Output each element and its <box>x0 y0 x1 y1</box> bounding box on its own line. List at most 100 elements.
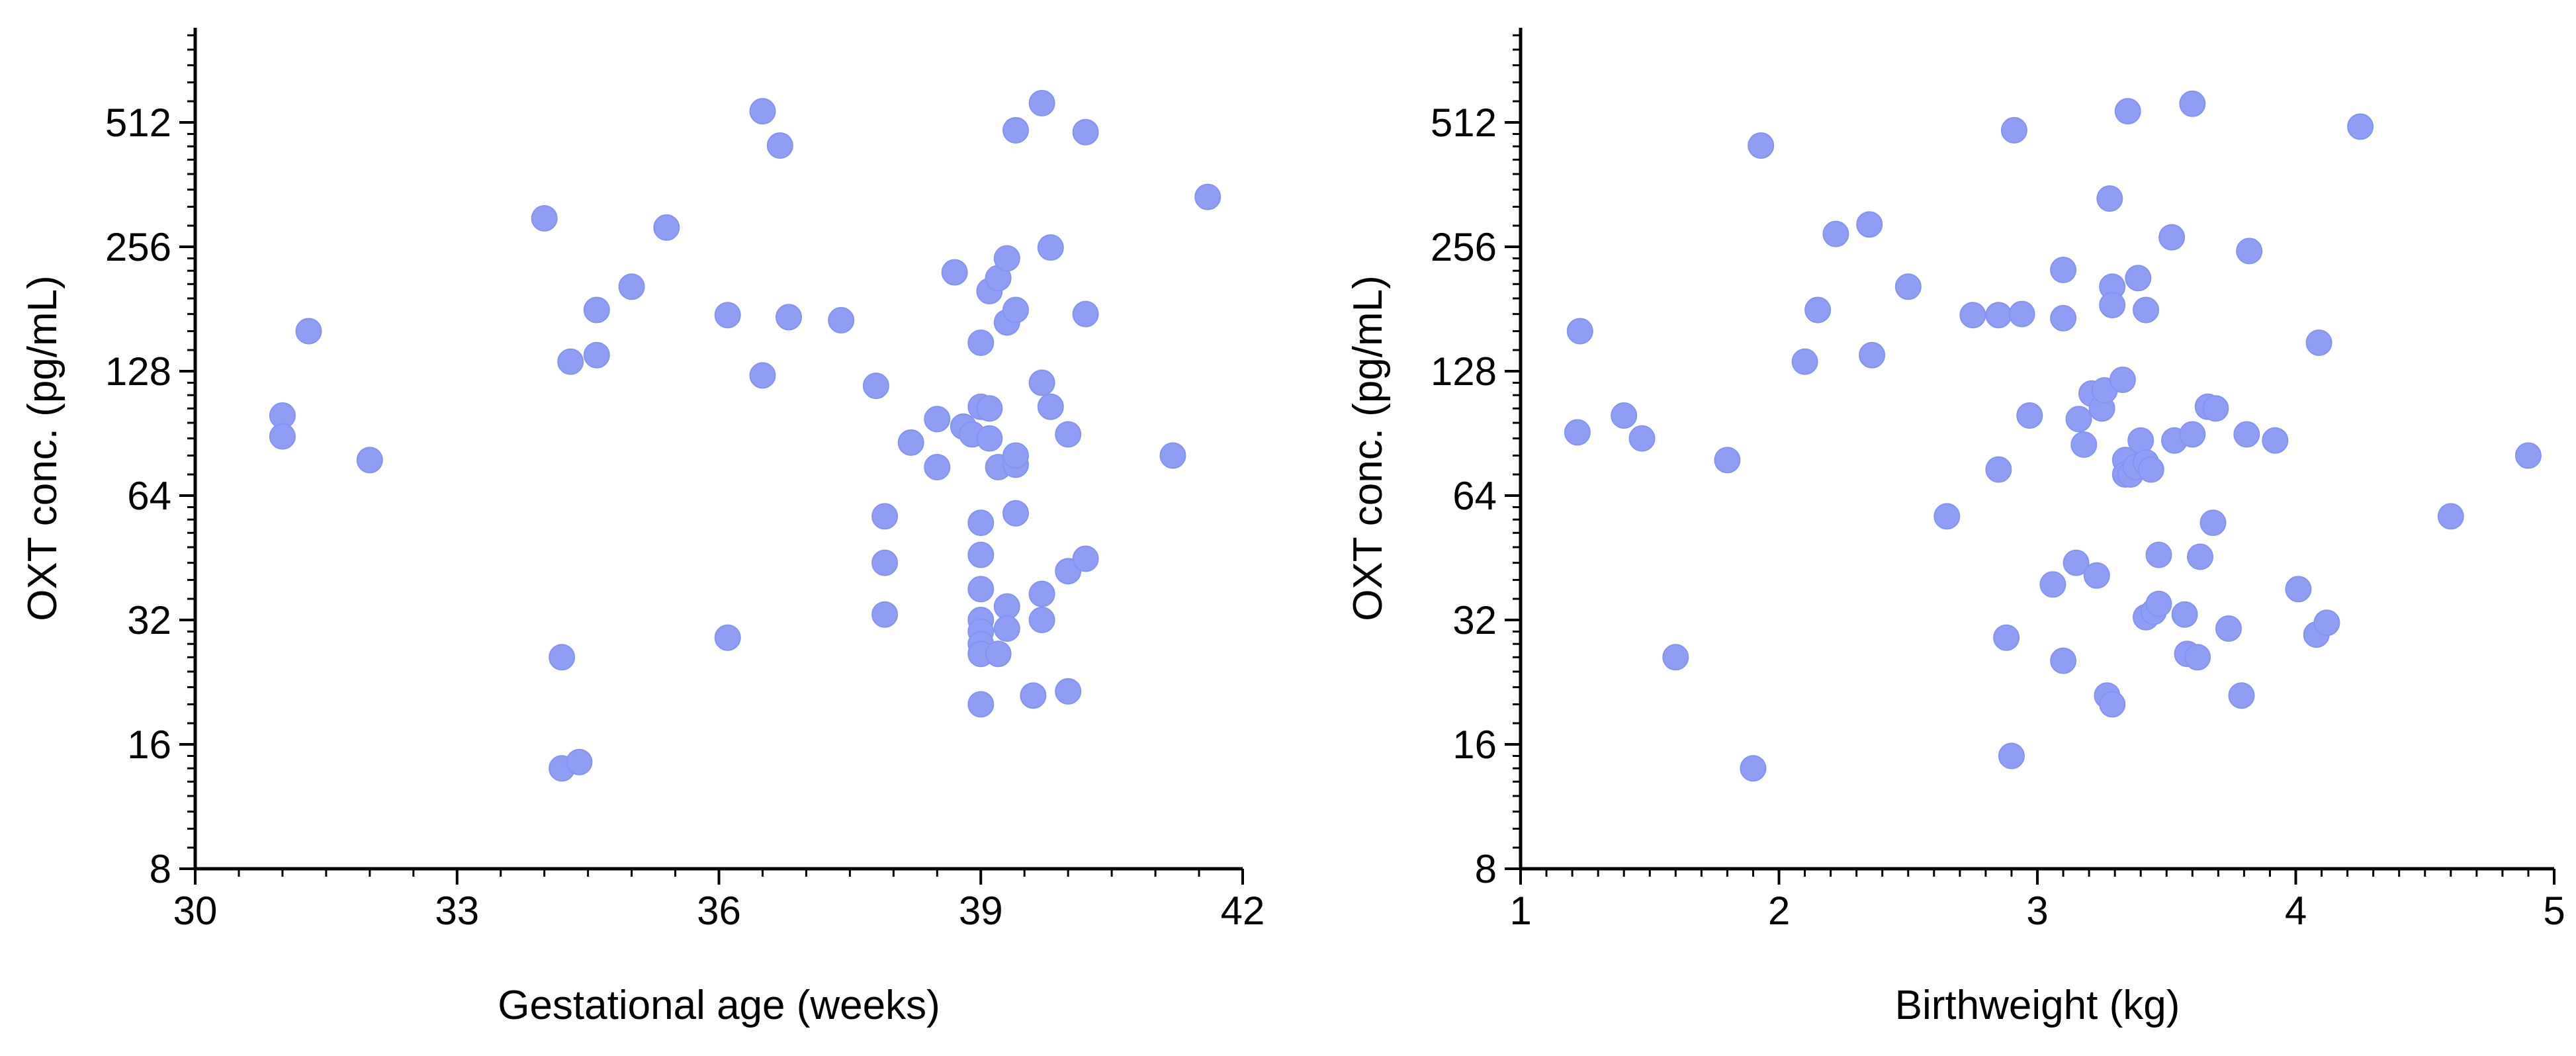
data-point <box>2199 509 2227 537</box>
data-point <box>2065 406 2092 433</box>
data-point <box>1985 302 2012 329</box>
x-tick-label: 4 <box>2285 889 2307 933</box>
data-point <box>1933 503 1961 530</box>
data-point <box>967 691 995 718</box>
data-point <box>897 429 924 456</box>
data-point <box>993 245 1020 272</box>
y-tick-label: 64 <box>127 474 171 518</box>
data-point <box>2137 456 2164 483</box>
y-tick-label: 128 <box>1431 349 1497 394</box>
data-point <box>2347 113 2374 140</box>
data-point <box>1856 211 1883 238</box>
y-tick-label: 8 <box>1475 847 1497 891</box>
data-point <box>2050 647 2077 674</box>
data-point <box>2127 427 2154 454</box>
data-point <box>1055 678 1082 705</box>
data-point <box>618 273 645 300</box>
x-tick-label: 2 <box>1768 889 1790 933</box>
x-tick-label: 3 <box>2026 889 2048 933</box>
data-point <box>1072 118 1099 146</box>
x-tick-label: 30 <box>173 889 218 933</box>
data-point <box>295 318 322 345</box>
data-point <box>941 259 968 286</box>
data-point <box>871 601 899 628</box>
data-point <box>1804 296 1832 324</box>
data-point <box>2109 367 2136 393</box>
data-point <box>2070 431 2098 458</box>
data-point <box>976 395 1003 422</box>
y-tick-label: 128 <box>105 349 171 394</box>
data-point <box>2437 503 2464 530</box>
data-point <box>2039 571 2066 598</box>
data-point <box>2171 601 2198 628</box>
data-point <box>1662 644 1689 671</box>
data-point <box>2179 90 2206 117</box>
data-point <box>871 503 899 530</box>
data-point <box>2184 644 2211 671</box>
data-point <box>1998 742 2025 770</box>
y-tick-label: 8 <box>150 847 171 891</box>
data-point <box>2187 543 2213 570</box>
data-point <box>1072 545 1099 572</box>
data-point <box>2050 257 2077 283</box>
data-point <box>2083 562 2110 589</box>
data-point <box>557 348 584 375</box>
panel-gestational-age: 8 16 32 64 128 256 512 30 33 36 39 42 Gestational ag… <box>20 28 1265 1028</box>
data-point <box>356 447 383 474</box>
data-point <box>2514 442 2542 469</box>
data-point <box>2313 609 2340 637</box>
data-point <box>967 509 995 537</box>
data-point <box>2016 402 2043 429</box>
data-point <box>1159 442 1186 469</box>
data-point <box>1791 348 1818 375</box>
data-point <box>1002 500 1029 527</box>
x-tick-label: 1 <box>1509 889 1531 933</box>
data-point <box>828 307 855 333</box>
data-point <box>976 425 1003 452</box>
data-point <box>1072 300 1099 328</box>
x-tick-label: 5 <box>2543 889 2565 933</box>
data-point <box>2145 541 2172 568</box>
data-point <box>2285 576 2312 603</box>
data-point <box>2096 185 2123 212</box>
data-point <box>1894 273 1922 300</box>
y-tick-label: 32 <box>127 598 171 642</box>
data-point <box>714 624 741 651</box>
data-point <box>1566 318 1593 345</box>
data-point <box>2215 615 2242 642</box>
data-point <box>549 644 576 671</box>
data-point <box>1564 419 1591 446</box>
x-tick-label: 39 <box>959 889 1003 933</box>
data-point <box>1020 682 1047 709</box>
data-point <box>2305 330 2332 356</box>
data-point <box>924 406 951 433</box>
y-tick-label: 512 <box>1431 101 1497 145</box>
data-point <box>967 330 995 356</box>
data-point <box>749 98 776 125</box>
data-point <box>2179 421 2206 448</box>
data-point <box>924 454 951 480</box>
data-point <box>1740 755 1767 782</box>
data-point <box>2114 98 2141 125</box>
data-point <box>967 576 995 603</box>
data-point <box>985 640 1012 668</box>
x-tick-label: 36 <box>697 889 741 933</box>
data-point <box>2202 395 2229 422</box>
data-point <box>2125 265 2152 292</box>
x-tick-label: 33 <box>435 889 479 933</box>
data-point <box>1959 302 1986 329</box>
y-tick-label: 512 <box>105 101 171 145</box>
y-tick-label: 16 <box>127 723 171 767</box>
data-point <box>2158 224 2186 251</box>
data-point <box>1822 220 1849 247</box>
data-point <box>1028 580 1055 607</box>
data-point <box>967 541 995 568</box>
data-point <box>2099 691 2126 718</box>
data-point <box>2236 238 2263 265</box>
data-point <box>766 132 793 159</box>
data-point <box>1714 447 1741 474</box>
y-tick-label: 256 <box>1431 225 1497 269</box>
data-point <box>1055 421 1082 448</box>
